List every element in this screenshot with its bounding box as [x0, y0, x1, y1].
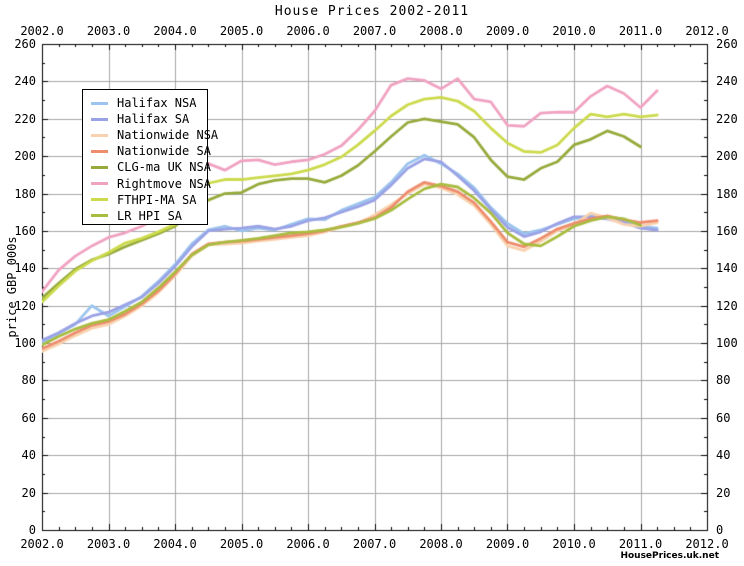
y-tick-label: 40 [21, 448, 36, 463]
x-tick-label: 2002.0 [20, 24, 64, 38]
y-tick-label: 60 [21, 410, 36, 425]
x-tick-label: 2003.0 [86, 24, 131, 38]
y-tick-label: 20 [716, 485, 731, 500]
legend-line-swatch [91, 198, 108, 202]
x-tick-label: 2006.0 [286, 24, 330, 38]
legend-line-swatch [91, 214, 108, 218]
legend-item: Nationwide NSA [83, 127, 218, 143]
x-tick-label: 2007.0 [352, 537, 397, 551]
y-tick-label: 260 [14, 37, 36, 51]
y-tick-label: 100 [14, 336, 36, 351]
y-tick-label: 20 [21, 485, 36, 500]
x-tick-label: 2002.0 [20, 537, 64, 551]
x-tick-label: 2012.0 [685, 24, 729, 38]
x-tick-label: 2010.0 [552, 537, 596, 551]
y-tick-label: 100 [716, 336, 738, 351]
x-tick-label: 2008.0 [419, 24, 463, 38]
legend-label: Halifax SA [117, 112, 190, 127]
x-tick-label: 2004.0 [153, 537, 197, 551]
chart-title: House Prices 2002-2011 [274, 4, 470, 19]
y-tick-label: 80 [716, 373, 731, 388]
legend-line-swatch [91, 165, 108, 169]
y-tick-label: 160 [716, 223, 738, 238]
legend-line-swatch [91, 182, 108, 186]
legend-label: Nationwide SA [117, 144, 211, 159]
x-tick-label: 2007.0 [352, 24, 397, 38]
y-tick-label: 200 [716, 149, 738, 164]
y-tick-label: 160 [14, 223, 36, 238]
legend: Halifax NSA Halifax SA Nationwide NSA Natio… [82, 89, 218, 225]
y-tick-label: 60 [716, 410, 731, 425]
legend-item: Halifax NSA [83, 95, 207, 111]
legend-label: FTHPI-MA SA [117, 192, 197, 207]
x-tick-label: 2009.0 [485, 537, 530, 551]
y-tick-label: 240 [14, 74, 36, 89]
x-tick-label: 2005.0 [219, 537, 264, 551]
legend-label: Halifax NSA [117, 96, 197, 111]
y-tick-label: 120 [14, 298, 36, 313]
x-tick-label: 2012.0 [685, 537, 729, 551]
legend-label: LR HPI SA [117, 208, 183, 223]
y-tick-label: 140 [14, 261, 36, 276]
x-tick-label: 2004.0 [153, 24, 197, 38]
x-tick-label: 2006.0 [286, 537, 330, 551]
y-tick-label: 120 [716, 298, 738, 313]
legend-line-swatch [91, 101, 108, 105]
legend-line-swatch [91, 149, 108, 153]
legend-item: Rightmove NSA [83, 175, 211, 191]
legend-item: Halifax SA [83, 111, 207, 127]
legend-item: Nationwide SA [83, 143, 211, 159]
legend-item: FTHPI-MA SA [83, 192, 207, 208]
legend-item: LR HPI SA [83, 208, 207, 224]
y-tick-label: 240 [716, 74, 738, 89]
y-tick-label: 140 [716, 261, 738, 276]
y-tick-label: 0 [716, 523, 724, 537]
legend-label: CLG-ma UK NSA [117, 160, 211, 175]
y-tick-label: 0 [28, 523, 36, 537]
x-tick-label: 2003.0 [86, 537, 131, 551]
legend-line-swatch [91, 117, 108, 121]
y-axis-label: price GBP 000s [5, 236, 19, 338]
y-tick-label: 220 [14, 111, 36, 126]
y-tick-label: 220 [716, 111, 738, 126]
legend-label: Nationwide NSA [117, 128, 219, 143]
x-tick-label: 2005.0 [219, 24, 264, 38]
x-tick-label: 2011.0 [618, 537, 663, 551]
y-tick-label: 40 [716, 448, 731, 463]
x-tick-label: 2010.0 [552, 24, 596, 38]
legend-label: Rightmove NSA [117, 176, 211, 191]
y-tick-label: 80 [21, 373, 36, 388]
y-tick-label: 260 [716, 37, 738, 51]
y-tick-label: 180 [14, 186, 36, 201]
watermark: HousePrices.uk.net [620, 551, 719, 561]
x-tick-label: 2009.0 [485, 24, 530, 38]
y-tick-label: 180 [716, 186, 738, 201]
y-tick-label: 200 [14, 149, 36, 164]
legend-line-swatch [91, 133, 108, 137]
legend-item: CLG-ma UK NSA [83, 159, 211, 175]
x-tick-label: 2011.0 [618, 24, 663, 38]
x-tick-label: 2008.0 [419, 537, 463, 551]
